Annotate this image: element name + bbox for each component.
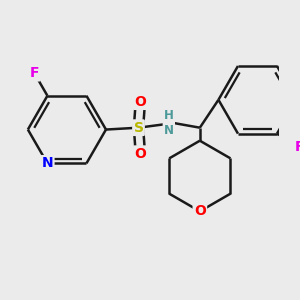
Text: O: O (134, 95, 146, 109)
Text: F: F (30, 66, 39, 80)
Text: H
N: H N (164, 109, 174, 137)
Text: F: F (295, 140, 300, 154)
Text: S: S (134, 121, 143, 135)
Text: N: N (42, 156, 53, 170)
Text: O: O (134, 147, 146, 161)
Text: O: O (194, 204, 206, 218)
